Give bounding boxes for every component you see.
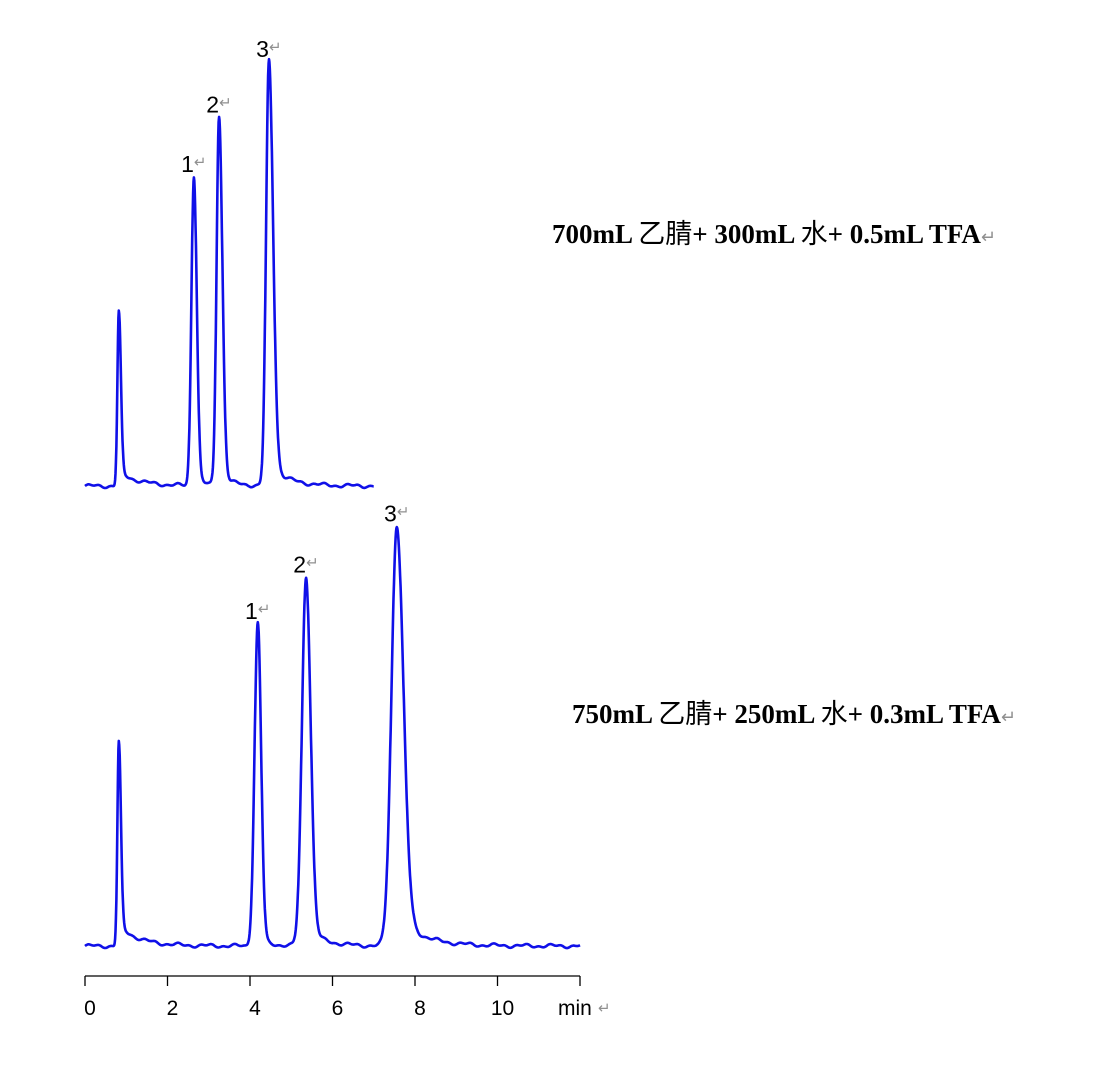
paragraph-mark: ↵ <box>397 502 410 520</box>
trace-line <box>84 525 581 950</box>
paragraph-mark: ↵ <box>1000 707 1016 728</box>
peak-number: 2 <box>206 91 219 117</box>
x-axis: 0 2 4 6 8 10 min ↵ <box>84 975 611 1020</box>
condition-part: + 0.3mL TFA <box>847 699 1001 729</box>
axis-unit-label: min <box>558 997 592 1020</box>
paragraph-mark: ↵ <box>258 600 271 618</box>
condition-label-top: 700mL 乙腈+ 300mL 水+ 0.5mL TFA↵ <box>552 212 996 251</box>
peak-label-2: 2 ↵ <box>293 551 318 577</box>
tick-label: 0 <box>84 997 96 1020</box>
paragraph-mark: ↵ <box>980 227 996 248</box>
traces: 1 ↵2 ↵3 ↵1 ↵2 ↵3 ↵ <box>84 36 581 950</box>
peak-number: 3 <box>256 36 269 62</box>
paragraph-mark: ↵ <box>194 153 207 171</box>
condition-part: 水 <box>800 219 828 249</box>
peak-number: 3 <box>384 500 397 526</box>
condition-part: 乙腈 <box>638 219 693 249</box>
paragraph-mark: ↵ <box>598 999 611 1017</box>
tick-label: 4 <box>249 997 261 1020</box>
peak-label-1: 1 ↵ <box>181 151 206 177</box>
condition-label-bottom: 750mL 乙腈+ 250mL 水+ 0.3mL TFA↵ <box>572 692 1016 731</box>
condition-part: 乙腈 <box>658 699 713 729</box>
paragraph-mark: ↵ <box>219 93 232 111</box>
trace-line <box>84 57 375 490</box>
condition-part: 水 <box>820 699 848 729</box>
paragraph-mark: ↵ <box>269 38 282 56</box>
tick-label: 6 <box>332 997 344 1020</box>
condition-part: + 0.5mL TFA <box>827 219 981 249</box>
tick-label: 8 <box>414 997 426 1020</box>
chromatogram-trace-2: 1 ↵2 ↵3 ↵ <box>84 500 581 950</box>
peak-label-2: 2 ↵ <box>206 91 231 117</box>
peak-label-3: 3 ↵ <box>384 500 409 526</box>
tick-label: 2 <box>167 997 179 1020</box>
peak-label-1: 1 ↵ <box>245 598 270 624</box>
condition-part: 700mL <box>552 219 639 249</box>
paragraph-mark: ↵ <box>306 553 319 571</box>
condition-part: + 250mL <box>712 699 821 729</box>
chromatogram-trace-1: 1 ↵2 ↵3 ↵ <box>84 36 375 490</box>
peak-number: 2 <box>293 551 306 577</box>
peak-label-3: 3 ↵ <box>256 36 281 62</box>
condition-part: 750mL <box>572 699 659 729</box>
peak-number: 1 <box>245 598 258 624</box>
tick-label: 10 <box>491 997 514 1020</box>
peak-number: 1 <box>181 151 194 177</box>
condition-part: + 300mL <box>692 219 801 249</box>
